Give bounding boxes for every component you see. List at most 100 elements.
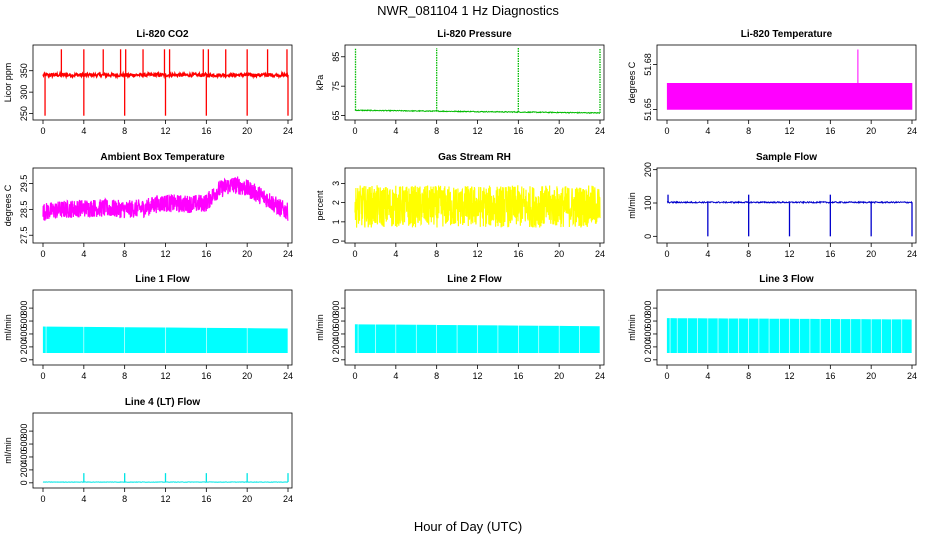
x-tick-label: 4	[81, 371, 86, 381]
x-tick-label: 24	[907, 126, 917, 136]
panel-title: Gas Stream RH	[438, 152, 511, 163]
panel-title: Li-820 CO2	[136, 29, 189, 40]
x-tick-label: 20	[554, 249, 564, 259]
band-segment	[666, 318, 670, 354]
y-tick-label: 800	[19, 424, 29, 439]
panel-title: Line 2 Flow	[447, 274, 502, 285]
y-tick-label: 350	[19, 63, 29, 78]
panel-title: Line 1 Flow	[135, 274, 190, 285]
band-segment	[206, 327, 247, 354]
band-segment	[881, 319, 892, 354]
x-tick-label: 12	[784, 126, 794, 136]
series-line	[354, 185, 601, 228]
series-10	[42, 473, 289, 483]
band-segment	[891, 319, 902, 354]
band-segment	[84, 326, 125, 354]
band-segment	[396, 324, 416, 354]
x-tick-label: 16	[513, 249, 523, 259]
x-tick-label: 12	[472, 371, 482, 381]
panel-title: Ambient Box Temperature	[100, 152, 225, 163]
x-tick-label: 0	[664, 249, 669, 259]
plot-frame	[656, 44, 917, 121]
plot-frame	[32, 44, 293, 121]
x-tick-label: 16	[513, 126, 523, 136]
x-tick-label: 20	[242, 249, 252, 259]
figure-title: NWR_081104 1 Hz Diagnostics	[377, 3, 559, 18]
y-axis-label: degrees C	[3, 184, 13, 226]
x-tick-label: 4	[81, 494, 86, 504]
y-tick-label: 200	[643, 162, 653, 177]
x-tick-label: 0	[40, 371, 45, 381]
y-tick-label: 600	[643, 314, 653, 329]
y-tick-label: 28.5	[19, 201, 29, 219]
x-tick-label: 24	[907, 371, 917, 381]
y-axis-label: ml/min	[315, 314, 325, 341]
x-tick-label: 16	[825, 249, 835, 259]
series-6	[666, 194, 913, 237]
y-tick-label: 0	[19, 357, 29, 362]
chart-panel-3: Li-820 Temperature 0 4 8 12 16 20 24 51.65 51.68 d…	[627, 29, 917, 136]
y-tick-label: 600	[19, 437, 29, 452]
x-tick-label: 20	[554, 371, 564, 381]
x-tick-label: 20	[242, 494, 252, 504]
x-tick-label: 4	[81, 126, 86, 136]
x-tick-label: 16	[825, 126, 835, 136]
band-segment	[457, 325, 478, 354]
x-tick-label: 4	[81, 249, 86, 259]
y-tick-label: 200	[19, 462, 29, 477]
y-tick-label: 1	[331, 219, 341, 224]
y-tick-label: 0	[331, 357, 341, 362]
x-tick-label: 4	[393, 126, 398, 136]
x-tick-label: 8	[746, 371, 751, 381]
band-segment	[697, 318, 708, 354]
band-segment	[579, 326, 600, 354]
band-segment	[789, 318, 800, 354]
y-tick-label: 400	[331, 326, 341, 341]
x-tick-label: 8	[434, 126, 439, 136]
x-tick-label: 20	[866, 249, 876, 259]
y-tick-label: 200	[19, 339, 29, 354]
y-tick-label: 100	[643, 195, 653, 210]
band-segment	[779, 318, 790, 354]
x-tick-label: 0	[664, 126, 669, 136]
y-tick-label: 0	[643, 234, 653, 239]
y-tick-label: 3	[331, 181, 341, 186]
y-axis-label: Licor ppm	[3, 63, 13, 103]
y-axis-label: percent	[315, 190, 325, 221]
chart-panel-6: Sample Flow 0 4 8 12 16 20 24 0 100 200 ml/min	[627, 152, 917, 259]
x-tick-label: 20	[866, 371, 876, 381]
y-tick-label: 29.5	[19, 175, 29, 193]
x-tick-label: 12	[784, 249, 794, 259]
x-tick-label: 24	[595, 371, 605, 381]
y-tick-label: 300	[19, 85, 29, 100]
x-tick-label: 4	[705, 249, 710, 259]
y-tick-label: 0	[19, 480, 29, 485]
y-tick-label: 65	[331, 111, 341, 121]
x-tick-label: 8	[122, 494, 127, 504]
chart-panel-2: Li-820 Pressure 0 4 8 12 16 20 24 65 75 85 kPa	[315, 29, 605, 136]
band-segment	[687, 318, 698, 354]
x-tick-label: 0	[40, 249, 45, 259]
x-tick-label: 0	[40, 494, 45, 504]
x-tick-label: 20	[554, 126, 564, 136]
x-tick-label: 20	[242, 126, 252, 136]
band-segment	[861, 319, 871, 354]
panel-title: Li-820 Temperature	[741, 29, 833, 40]
series-line	[354, 109, 600, 115]
x-tick-label: 20	[866, 126, 876, 136]
figure-xlabel: Hour of Day (UTC)	[414, 519, 522, 534]
x-tick-label: 4	[393, 249, 398, 259]
band-segment	[358, 324, 376, 354]
plot-frame	[656, 289, 917, 366]
y-tick-label: 85	[331, 52, 341, 62]
y-axis-label: ml/min	[3, 437, 13, 464]
band-segment	[124, 327, 166, 354]
y-tick-label: 200	[331, 339, 341, 354]
x-tick-label: 24	[595, 126, 605, 136]
y-axis-label: kPa	[315, 75, 325, 91]
x-tick-label: 12	[472, 126, 482, 136]
